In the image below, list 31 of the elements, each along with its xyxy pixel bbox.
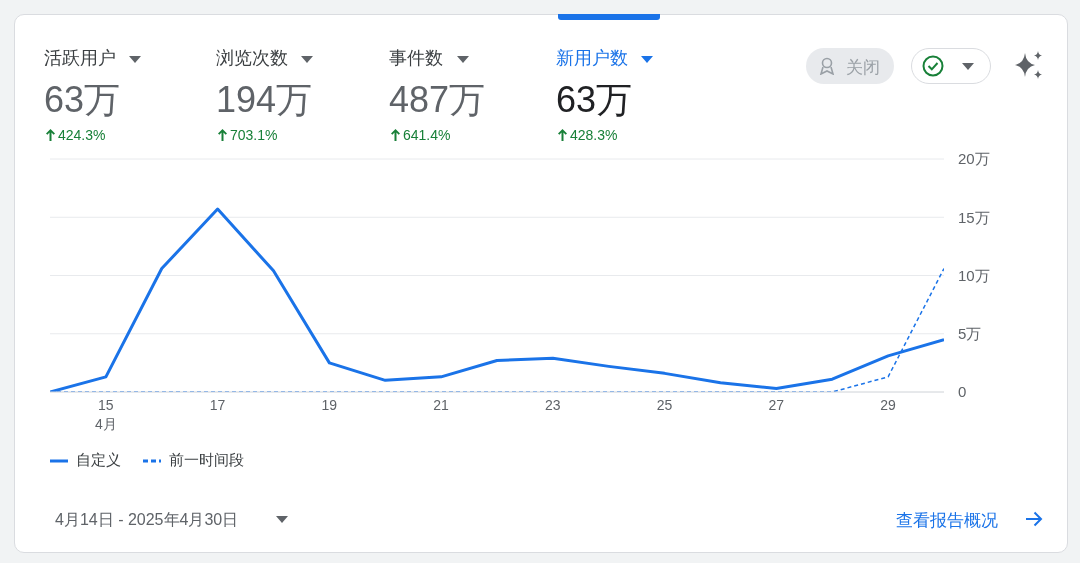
text: 查看报告概况 bbox=[896, 510, 998, 532]
x-tick-label: 29 bbox=[880, 396, 897, 413]
x-tick-label: 25 bbox=[656, 396, 673, 413]
x-tick-label: 19 bbox=[321, 396, 338, 413]
x-tick-label: 27 bbox=[768, 396, 785, 413]
y-tick-label: 0 bbox=[958, 383, 967, 401]
legend-label: 自定义 bbox=[76, 451, 121, 470]
text: 活跃用户 bbox=[44, 47, 116, 70]
text: 641.4% bbox=[403, 127, 451, 143]
text: 63万 bbox=[556, 78, 633, 122]
text: 浏览次数 bbox=[216, 47, 288, 70]
text: 424.3% bbox=[58, 127, 106, 143]
text: 428.3% bbox=[570, 127, 618, 143]
text: 新用户数 bbox=[556, 47, 628, 70]
x-tick-label: 23 bbox=[545, 396, 561, 413]
x-tick-label: 21 bbox=[433, 396, 450, 413]
y-tick-label: 10万 bbox=[958, 266, 990, 284]
text: 事件数 bbox=[389, 47, 443, 70]
y-tick-label: 20万 bbox=[958, 150, 990, 168]
text: 487万 bbox=[389, 78, 486, 122]
x-tick-label: 17 bbox=[209, 396, 226, 413]
legend-label: 前一时间段 bbox=[169, 451, 244, 470]
x-tick-label: 15 bbox=[98, 396, 114, 413]
text: 63万 bbox=[44, 78, 121, 122]
text: 703.1% bbox=[230, 127, 278, 143]
text: 194万 bbox=[216, 78, 313, 122]
text: 4月 bbox=[93, 416, 118, 434]
text: 关闭 bbox=[846, 57, 880, 79]
y-tick-label: 5万 bbox=[958, 325, 982, 343]
y-tick-label: 15万 bbox=[958, 208, 990, 226]
text: 4月14日 - 2025年4月30日 bbox=[55, 510, 239, 530]
